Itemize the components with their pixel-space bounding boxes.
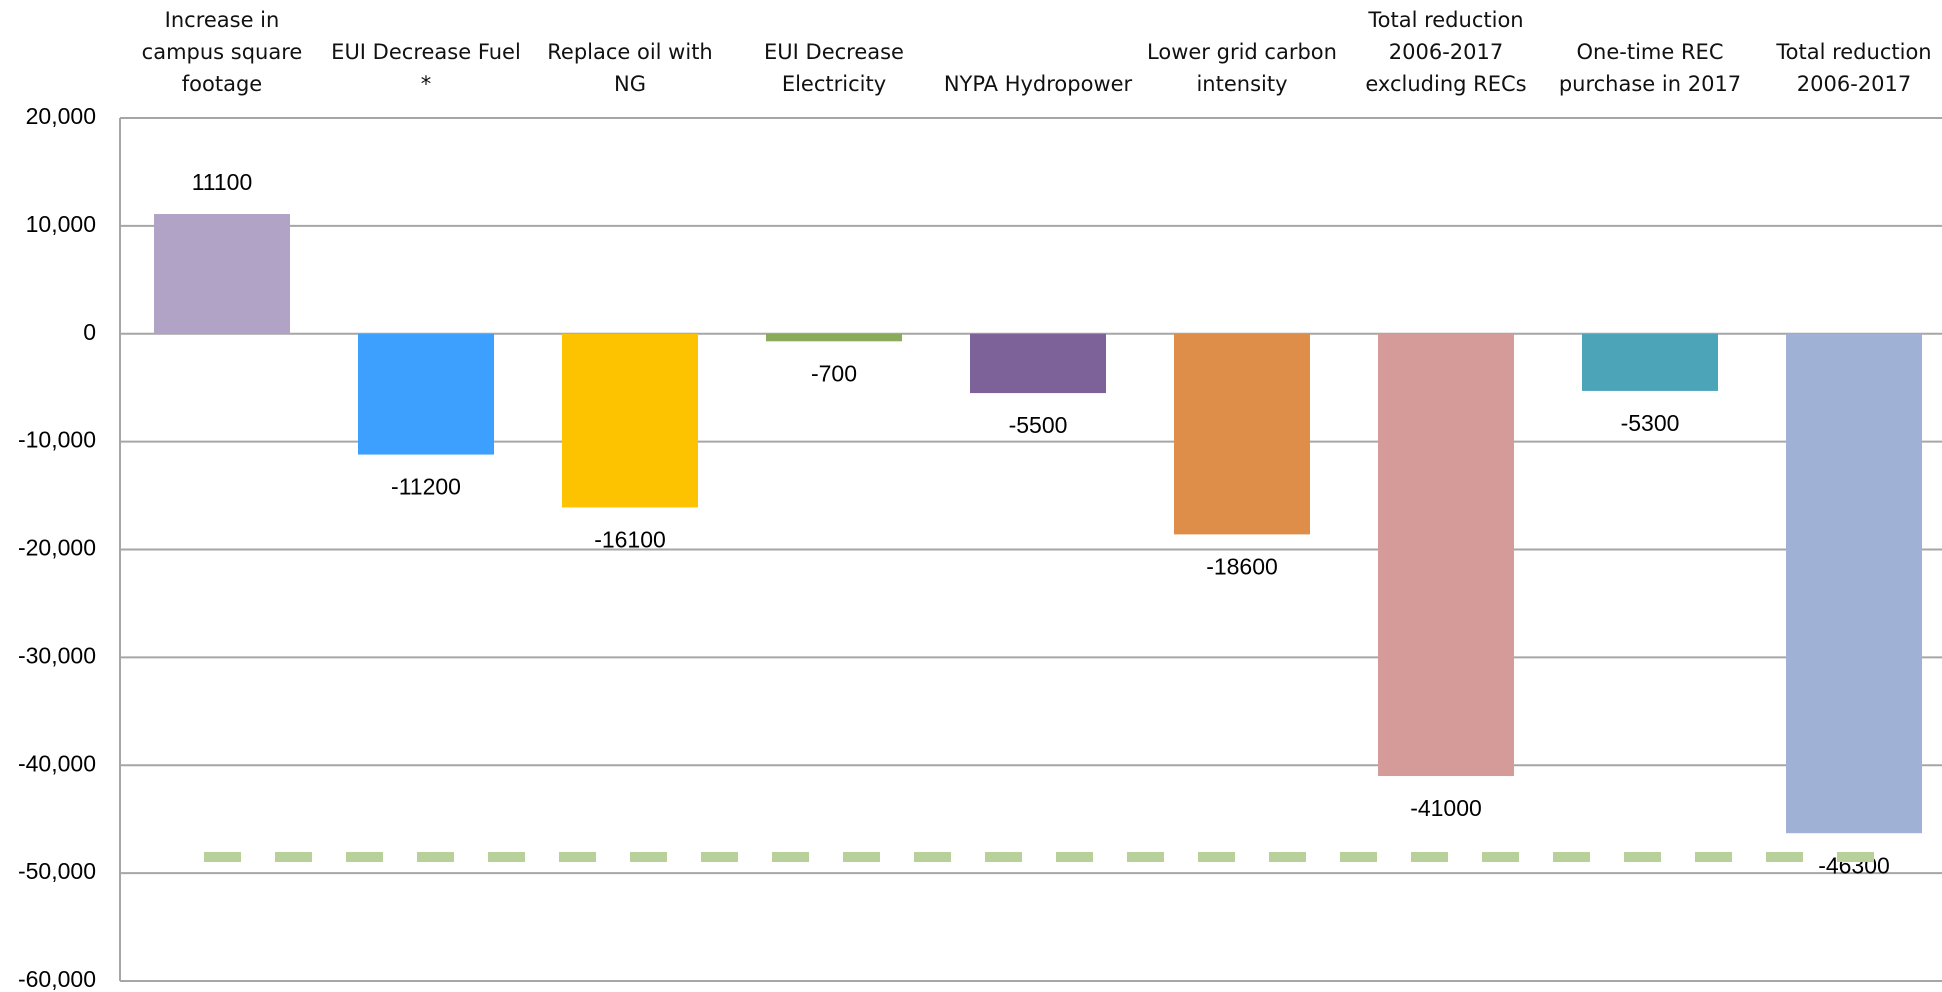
y-tick-label: 20,000 bbox=[26, 103, 96, 129]
x-tick-label: EUI Decrease Fuel * bbox=[331, 40, 521, 96]
y-tick-label: -40,000 bbox=[18, 750, 96, 776]
value-label: -700 bbox=[811, 360, 857, 386]
x-tick-label: NYPA Hydropower bbox=[943, 72, 1133, 96]
y-tick-label: -20,000 bbox=[18, 535, 96, 561]
x-tick-label: One-time REC purchase in 2017 bbox=[1558, 40, 1742, 96]
bar bbox=[1378, 333, 1514, 777]
x-tick-label: Total reduction 2006-2017 bbox=[1776, 40, 1932, 96]
x-tick-label: Total reduction 2006-2017 excluding RECs bbox=[1365, 8, 1527, 96]
bar bbox=[766, 333, 902, 342]
bar bbox=[358, 333, 494, 455]
bar bbox=[154, 214, 290, 334]
value-label: -5500 bbox=[1009, 412, 1068, 438]
bar bbox=[1174, 333, 1310, 535]
bar bbox=[562, 333, 698, 508]
y-tick-label: -60,000 bbox=[18, 966, 96, 992]
bar bbox=[1582, 333, 1718, 391]
y-tick-label: -10,000 bbox=[18, 427, 96, 453]
y-tick-label: 0 bbox=[83, 319, 96, 345]
value-label: -5300 bbox=[1621, 410, 1680, 436]
value-label: -41000 bbox=[1410, 795, 1482, 821]
y-tick-label: 10,000 bbox=[26, 211, 96, 237]
y-tick-label: -50,000 bbox=[18, 858, 96, 884]
bar bbox=[970, 333, 1106, 394]
x-tick-label: EUI Decrease Electricity bbox=[764, 40, 904, 96]
value-label: -16100 bbox=[594, 527, 666, 553]
bar bbox=[1786, 333, 1922, 834]
value-label: -18600 bbox=[1206, 553, 1278, 579]
x-tick-label: Lower grid carbon intensity bbox=[1147, 40, 1337, 96]
x-tick-label: Increase in campus square footage bbox=[141, 8, 303, 96]
y-tick-label: -30,000 bbox=[18, 642, 96, 668]
value-label: -11200 bbox=[391, 474, 461, 500]
x-tick-label: Replace oil with NG bbox=[547, 40, 713, 96]
value-label: 11100 bbox=[192, 169, 253, 195]
